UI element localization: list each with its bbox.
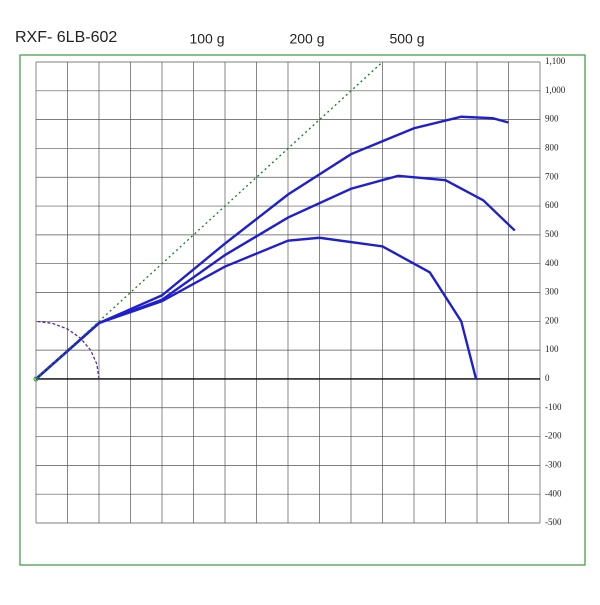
series-label: 200 g [289,31,324,47]
y-tick-label: -200 [545,431,562,441]
series-line [35,115,509,380]
series-line [35,236,478,380]
y-tick-label: -300 [545,459,562,469]
series-label: 500 g [389,31,424,47]
series-line [35,61,383,380]
y-tick-label: -100 [545,402,562,412]
y-tick-label: 1,100 [545,56,566,66]
y-tick-label: 500 [545,229,559,239]
series-line [35,320,100,380]
series-label: 100 g [189,31,224,47]
y-tick-label: 300 [545,287,559,297]
y-tick-label: -500 [545,517,562,527]
y-tick-label: 400 [545,258,559,268]
y-tick-label: 1,000 [545,85,566,95]
y-tick-label: 600 [545,200,559,210]
chart-title: RXF- 6LB-602 [15,29,117,46]
y-tick-label: 0 [545,373,550,383]
y-tick-label: 200 [545,315,559,325]
y-tick-label: -400 [545,488,562,498]
y-tick-label: 100 [545,344,559,354]
y-tick-label: 800 [545,143,559,153]
origin-marker [33,376,39,382]
y-tick-label: 900 [545,114,559,124]
y-tick-label: 700 [545,171,559,181]
frame [19,54,586,566]
